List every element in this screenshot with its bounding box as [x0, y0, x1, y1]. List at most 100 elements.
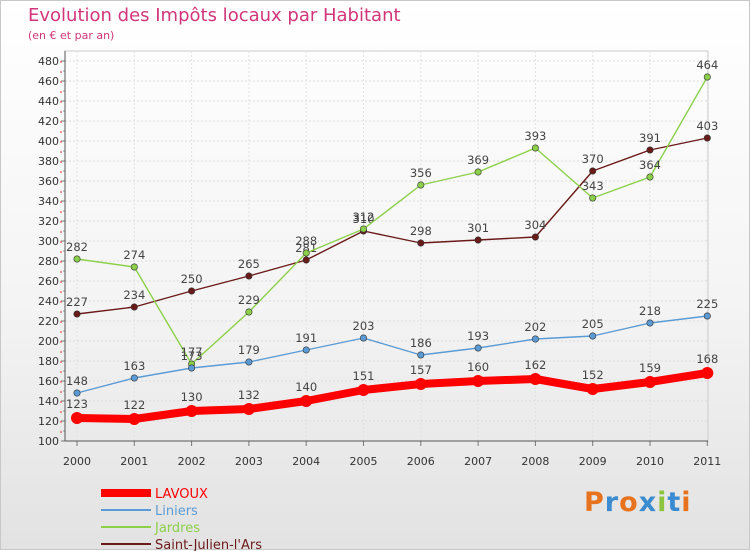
- data-label: 288: [295, 234, 317, 248]
- y-tick-label: 100: [38, 435, 59, 448]
- data-point: [417, 351, 425, 359]
- data-label: 369: [467, 153, 489, 167]
- x-tick-label: 2000: [63, 455, 91, 468]
- x-tick-label: 2010: [636, 455, 664, 468]
- x-tick-label: 2005: [350, 455, 378, 468]
- data-point: [414, 378, 427, 390]
- data-label: 177: [181, 345, 203, 359]
- y-tick-label: 400: [38, 135, 59, 148]
- data-point: [589, 194, 597, 202]
- data-label: 225: [696, 297, 718, 311]
- data-label: 132: [238, 388, 260, 402]
- data-point: [130, 303, 138, 311]
- series-line-liniers: [76, 315, 708, 394]
- x-tick-label: 2001: [120, 455, 148, 468]
- data-label: 312: [353, 210, 375, 224]
- legend-label: Jardres: [154, 521, 200, 536]
- data-point: [302, 256, 310, 264]
- data-label: 148: [66, 374, 88, 388]
- data-point: [130, 374, 138, 382]
- data-point: [589, 332, 597, 340]
- y-tick-label: 120: [38, 415, 59, 428]
- y-tick-label: 220: [38, 315, 59, 328]
- data-point: [701, 367, 714, 379]
- proxiti-logo: Proxiti: [584, 487, 692, 518]
- data-point: [73, 255, 81, 263]
- data-label: 298: [410, 224, 432, 238]
- plot-area: [64, 50, 709, 442]
- data-point: [644, 376, 656, 388]
- data-label: 250: [181, 272, 203, 286]
- x-tick-label: 2008: [521, 455, 549, 468]
- data-point: [703, 312, 711, 320]
- data-label: 343: [582, 179, 604, 193]
- x-tick-label: 2007: [464, 455, 492, 468]
- data-label: 163: [123, 359, 145, 373]
- x-tick-label: 2011: [693, 455, 721, 468]
- data-point: [128, 413, 141, 425]
- logo-letter: i: [681, 487, 692, 518]
- y-tick-label: 420: [38, 115, 59, 128]
- data-label: 393: [524, 129, 546, 143]
- data-label: 186: [410, 336, 432, 350]
- data-point: [188, 287, 196, 295]
- data-label: 152: [582, 368, 604, 382]
- data-point: [300, 395, 313, 407]
- data-label: 301: [467, 221, 489, 235]
- data-point: [359, 225, 367, 233]
- data-label: 370: [582, 152, 604, 166]
- data-label: 151: [353, 369, 375, 383]
- series-line-jardres: [76, 76, 708, 365]
- data-label: 122: [123, 398, 145, 412]
- data-label: 274: [123, 248, 145, 262]
- logo-letter: x: [638, 487, 658, 518]
- data-point: [188, 364, 196, 372]
- data-point: [474, 236, 482, 244]
- legend-label: LAVOUX: [155, 487, 208, 502]
- data-label: 403: [696, 119, 718, 133]
- data-point: [245, 358, 253, 366]
- data-point: [245, 272, 253, 280]
- data-label: 159: [639, 361, 661, 375]
- data-point: [73, 389, 81, 397]
- data-label: 191: [295, 331, 317, 345]
- y-tick-label: 200: [38, 335, 59, 348]
- y-tick-label: 280: [38, 255, 59, 268]
- data-label: 310: [353, 212, 375, 226]
- data-label: 202: [524, 320, 546, 334]
- data-point: [71, 412, 83, 424]
- legend-label: Liniers: [155, 504, 198, 519]
- data-point: [703, 73, 711, 81]
- data-label: 391: [639, 131, 661, 145]
- y-tick-label: 360: [38, 175, 59, 188]
- logo-letter: t: [667, 487, 682, 518]
- data-point: [242, 403, 255, 415]
- y-tick-label: 140: [38, 395, 59, 408]
- data-point: [130, 263, 138, 271]
- data-label: 140: [295, 380, 317, 394]
- series-line-lavoux: [73, 369, 712, 423]
- series-line-saint-julien-l-ars: [76, 137, 708, 315]
- data-label: 160: [467, 360, 489, 374]
- y-tick-label: 320: [38, 215, 59, 228]
- data-point: [531, 144, 539, 152]
- data-point: [646, 319, 654, 327]
- logo-letter: i: [657, 487, 668, 518]
- data-point: [703, 134, 711, 142]
- data-label: 193: [467, 329, 489, 343]
- data-point: [302, 346, 310, 354]
- logo-letter: o: [619, 487, 639, 518]
- data-point: [417, 181, 425, 189]
- data-label: 282: [66, 240, 88, 254]
- y-tick-label: 480: [38, 55, 59, 68]
- data-point: [302, 249, 310, 257]
- data-label: 281: [295, 241, 317, 255]
- data-point: [529, 373, 542, 385]
- x-tick-label: 2009: [579, 455, 607, 468]
- data-label: 162: [524, 358, 546, 372]
- data-label: 218: [639, 304, 661, 318]
- data-point: [73, 310, 81, 318]
- data-label: 229: [238, 293, 260, 307]
